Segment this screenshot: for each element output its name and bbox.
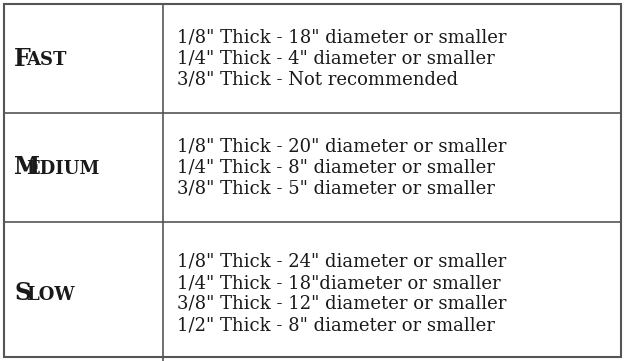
Text: 3/8" Thick - 5" diameter or smaller: 3/8" Thick - 5" diameter or smaller xyxy=(177,179,495,197)
Text: LOW: LOW xyxy=(26,286,75,304)
Text: 1/4" Thick - 4" diameter or smaller: 1/4" Thick - 4" diameter or smaller xyxy=(177,49,495,68)
Text: AST: AST xyxy=(26,51,67,69)
Text: 3/8" Thick - Not recommended: 3/8" Thick - Not recommended xyxy=(177,70,458,88)
Text: 1/2" Thick - 8" diameter or smaller: 1/2" Thick - 8" diameter or smaller xyxy=(177,316,495,334)
Text: EDIUM: EDIUM xyxy=(26,160,100,178)
Text: 1/4" Thick - 8" diameter or smaller: 1/4" Thick - 8" diameter or smaller xyxy=(177,158,495,177)
Text: 3/8" Thick - 12" diameter or smaller: 3/8" Thick - 12" diameter or smaller xyxy=(177,295,506,313)
Text: M: M xyxy=(14,156,40,179)
Text: 1/8" Thick - 20" diameter or smaller: 1/8" Thick - 20" diameter or smaller xyxy=(177,138,506,156)
Text: 1/8" Thick - 18" diameter or smaller: 1/8" Thick - 18" diameter or smaller xyxy=(177,29,506,47)
Text: 1/4" Thick - 18"diameter or smaller: 1/4" Thick - 18"diameter or smaller xyxy=(177,274,501,292)
Text: F: F xyxy=(14,47,31,70)
Text: 1/8" Thick - 24" diameter or smaller: 1/8" Thick - 24" diameter or smaller xyxy=(177,253,506,271)
Text: S: S xyxy=(14,282,31,305)
